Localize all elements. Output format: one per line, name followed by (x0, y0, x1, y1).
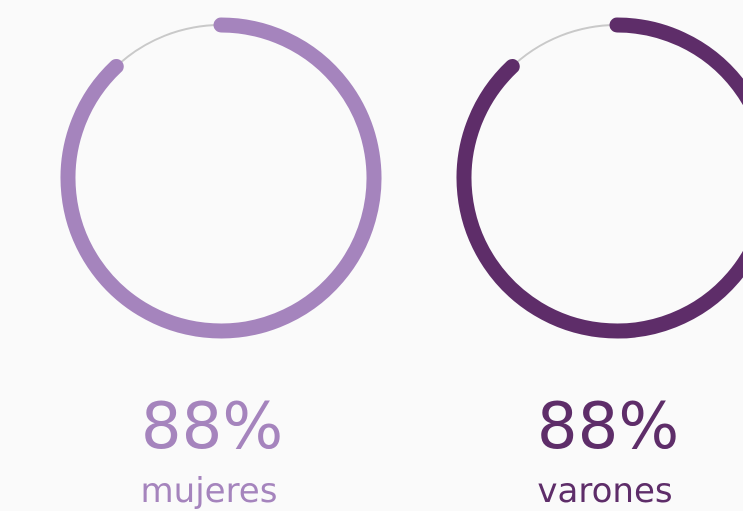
ring-arc (60, 17, 382, 339)
ring-arc (456, 17, 743, 339)
category-label: mujeres (141, 471, 278, 511)
value-label: 88% (141, 390, 283, 464)
value-label: 88% (537, 390, 679, 464)
category-label: varones (537, 471, 672, 511)
